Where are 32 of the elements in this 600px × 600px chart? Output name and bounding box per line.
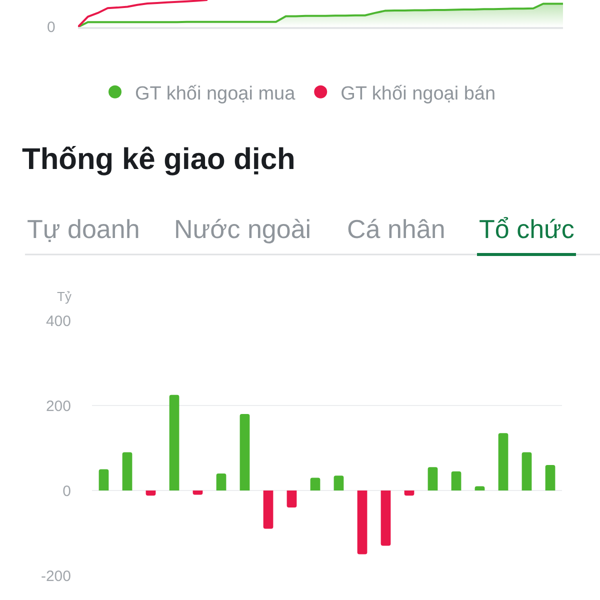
- text: Nước ngoài: [174, 214, 312, 244]
- bar: [263, 490, 274, 529]
- bar: [286, 490, 297, 508]
- bar: [545, 465, 556, 490]
- text: Tổ chức: [479, 214, 574, 244]
- bar: [498, 433, 508, 490]
- bar: [192, 490, 203, 495]
- y-tick-label: 400: [46, 312, 71, 330]
- bar: [216, 474, 226, 490]
- bar: [240, 414, 250, 490]
- y-axis-title: Tỷ: [57, 289, 72, 304]
- bar: [380, 490, 391, 546]
- bar: [404, 490, 414, 496]
- y-tick-label: 0: [62, 482, 71, 500]
- legend-label: GT khối ngoại mua: [135, 83, 296, 104]
- legend-label: GT khối ngoại bán: [340, 83, 496, 104]
- bar: [522, 452, 532, 490]
- bar: [334, 476, 344, 490]
- bar: [428, 467, 438, 490]
- text: Tự doanh: [27, 214, 140, 244]
- bar: [451, 471, 462, 490]
- bar: [474, 486, 485, 490]
- text: Cá nhân: [347, 214, 446, 244]
- bar: [122, 452, 132, 490]
- y-tick-label: -200: [40, 568, 71, 585]
- y-tick-label: 200: [46, 398, 71, 415]
- bar: [146, 490, 156, 496]
- bar: [98, 469, 109, 490]
- chart-title: Thống kê giao dịch: [22, 143, 296, 176]
- bar: [357, 490, 368, 554]
- bar: [169, 394, 180, 490]
- bar: [310, 478, 320, 490]
